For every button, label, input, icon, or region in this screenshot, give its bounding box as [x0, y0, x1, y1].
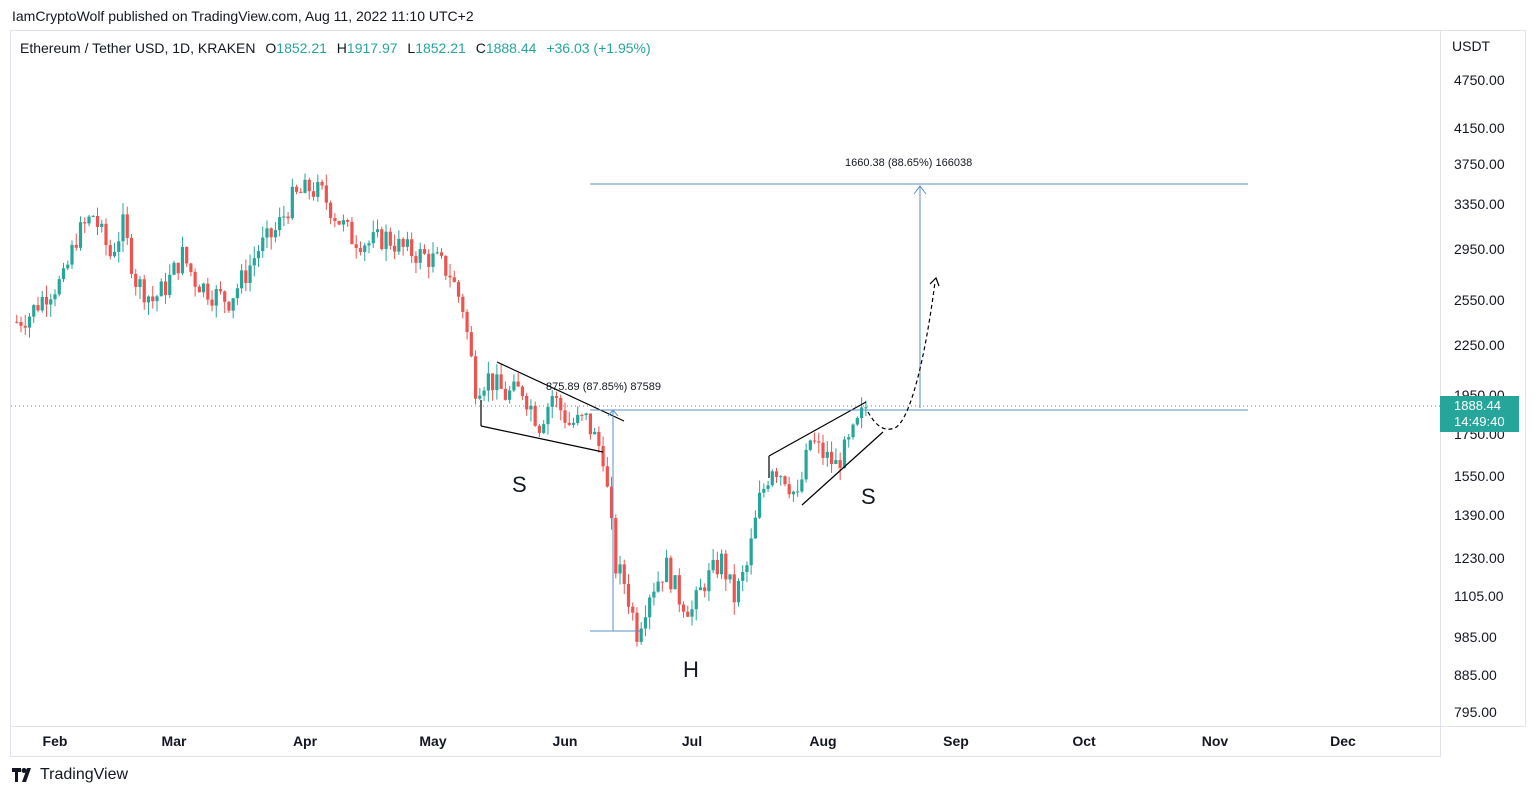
high-label: H [336, 40, 347, 56]
bar-countdown: 14:49:40 [1454, 414, 1505, 429]
price-axis[interactable] [1441, 30, 1526, 727]
open-value: 1852.21 [276, 40, 327, 56]
close-value: 1888.44 [485, 40, 537, 56]
price-axis-unit: USDT [1452, 38, 1491, 54]
symbol-name: Ethereum / Tether USD, 1D, KRAKEN [20, 40, 256, 56]
tradingview-brand[interactable]: TradingView [12, 766, 128, 784]
brand-name: TradingView [40, 766, 129, 783]
chart-pane[interactable] [10, 30, 1441, 727]
low-value: 1852.21 [415, 40, 466, 56]
change-value: +36.03 (+1.95%) [546, 40, 651, 56]
publisher-attribution: IamCryptoWolf published on TradingView.c… [12, 8, 474, 24]
last-price-badge: 1888.44 14:49:40 [1440, 396, 1519, 432]
close-label: C [475, 40, 486, 56]
tradingview-logo-icon [12, 768, 31, 782]
time-axis[interactable] [10, 727, 1441, 757]
last-price-value: 1888.44 [1454, 398, 1501, 413]
symbol-legend[interactable]: Ethereum / Tether USD, 1D, KRAKEN O1852.… [20, 40, 651, 56]
low-label: L [407, 40, 416, 56]
open-label: O [265, 40, 277, 56]
high-value: 1917.97 [346, 40, 398, 56]
